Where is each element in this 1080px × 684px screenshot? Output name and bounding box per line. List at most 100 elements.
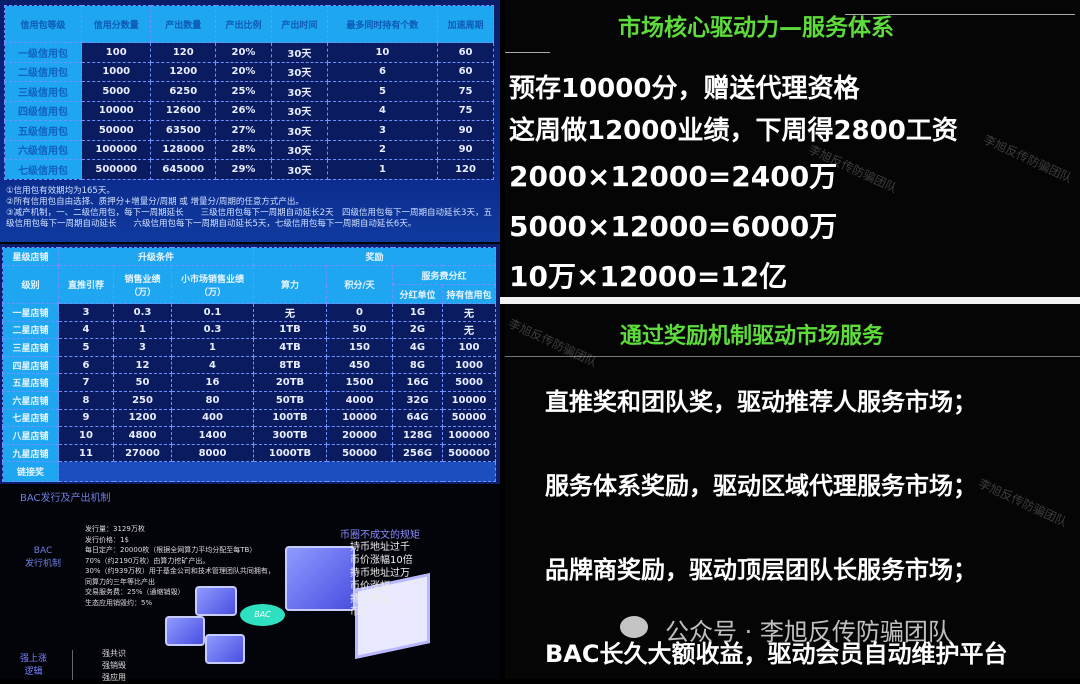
text-line: 服务体系奖励，驱动区域代理服务市场； — [545, 472, 977, 500]
table-cell: 30天 — [270, 100, 328, 121]
rule-line: 持币地址过千 — [350, 542, 410, 553]
table-cell: 0.3 — [171, 320, 254, 340]
slide-title: BAC发行及产出机制 — [20, 493, 111, 504]
table-cell: 300TB — [253, 426, 327, 445]
issuance-line: 发行量：3129万枚 — [85, 525, 145, 533]
table-cell: 50 — [113, 373, 172, 392]
row-label: 八星店铺 — [2, 426, 59, 445]
row-label: 六级信用包 — [4, 139, 82, 160]
node-cube-icon — [165, 616, 205, 646]
slide-title: 通过奖励机制驱动市场服务 — [620, 324, 885, 349]
column-header: 最多同时持有个数 — [326, 5, 439, 43]
table-row: 四星店铺 6 12 4 8TB 450 8G 1000 — [2, 355, 496, 375]
table-row: 四级信用包 10000 12600 26% 30天 4 75 — [4, 100, 494, 121]
table-cell: 60 — [437, 42, 494, 63]
table-cell: 27% — [215, 120, 272, 141]
table-cell: 0 — [326, 303, 393, 322]
logic-item: 强共识 — [102, 649, 126, 658]
node-cube-icon — [195, 586, 237, 616]
table-cell: 4G — [392, 338, 443, 357]
table-cell: 100 — [442, 338, 496, 357]
table-cell: 645000 — [150, 159, 217, 180]
table-cell: 无 — [442, 303, 496, 322]
bac-issuance-slide: BAC发行及产出机制 BAC 发行机制 发行量：3129万枚 发行价格：1$ 每日定… — [0, 486, 500, 682]
rule-line: 币价涨幅10倍 — [350, 555, 413, 566]
note: ②所有信用包自由选择、质押分+增量分/周期 或 增量分/周期的任意方式产出。 — [6, 197, 304, 207]
issuance-line: 70%（约2190万枚）由算力挖矿产出。 — [85, 556, 210, 565]
text-line: BAC长久大额收益，驱动会员自动维护平台 — [545, 640, 1008, 668]
table-cell: 400 — [171, 408, 254, 428]
table-cell: 20% — [215, 61, 272, 82]
table-cell: 60 — [437, 61, 494, 82]
table-cell: 50000 — [326, 443, 393, 463]
table-cell: 29% — [215, 159, 272, 180]
table-cell: 32G — [392, 390, 443, 410]
row-label: 五级信用包 — [4, 120, 82, 141]
footer-label: 链接奖 — [2, 461, 59, 483]
credit-notes: ①信用包有效期均为165天。 ②所有信用包自由选择、质押分+增量分/周期 或 增… — [6, 186, 496, 230]
table-cell: 8TB — [253, 355, 327, 375]
table-row: 五级信用包 50000 63500 27% 30天 3 90 — [4, 120, 494, 141]
table-cell: 500000 — [80, 159, 152, 180]
reward-mechanism-slide: 通过奖励机制驱动市场服务 直推奖和团队奖，驱动推荐人服务市场； 服务体系奖励，驱… — [505, 304, 1080, 679]
table-cell: 5000 — [442, 373, 496, 392]
divider — [500, 297, 1080, 304]
table-cell: 6 — [58, 355, 114, 375]
table-cell: 50 — [326, 320, 393, 340]
table-cell: 100000 — [442, 426, 496, 445]
table-cell: 1000TB — [253, 443, 327, 463]
table-cell: 10000 — [80, 100, 152, 121]
table-cell: 75 — [437, 81, 494, 102]
table-row: 六级信用包 100000 128000 28% 30天 2 90 — [4, 139, 494, 160]
table-cell: 10 — [326, 42, 439, 63]
row-label: 六星店铺 — [2, 390, 59, 410]
table-cell: 7 — [58, 373, 114, 392]
slide-title: 市场核心驱动力—服务体系 — [618, 15, 894, 41]
table-cell: 150 — [326, 338, 393, 357]
table-cell: 8 — [58, 390, 114, 410]
table-cell: 5000 — [80, 81, 152, 102]
table-cell: 1500 — [326, 373, 393, 392]
rule-line: 持币地址 — [350, 594, 390, 605]
table-cell: 8000 — [171, 443, 254, 463]
table-cell: 5 — [58, 338, 114, 357]
table-cell: 90 — [437, 120, 494, 141]
table-cell: 128G — [392, 426, 443, 445]
issuance-line: 发行价格：1$ — [85, 535, 129, 544]
table-cell: 100000 — [80, 139, 152, 160]
table-cell: 1400 — [171, 426, 254, 445]
note: ③减产机制，一、二级信用包，每下一周期延长 三级信用包每下一周期自动延长2天 四… — [6, 208, 492, 229]
table-cell: 100TB — [253, 408, 327, 428]
table-cell: 5 — [326, 81, 439, 102]
table-cell: 128000 — [150, 139, 217, 160]
rules-title: 币圈不成文的规矩 — [340, 530, 420, 541]
column-header: 加速周期 — [437, 5, 494, 43]
table-row: 一级信用包 100 120 20% 30天 10 60 — [4, 42, 494, 63]
table-cell: 4000 — [326, 390, 393, 410]
table-row: 一星店铺 3 0.3 0.1 无 0 1G 无 — [2, 303, 496, 322]
table-cell: 9 — [58, 408, 114, 428]
table-cell: 20000 — [326, 426, 393, 445]
table-cell: 1200 — [113, 408, 172, 428]
table-cell: 4800 — [113, 426, 172, 445]
row-label: 一级信用包 — [4, 42, 82, 63]
table-row: 三星店铺 5 3 1 4TB 150 4G 100 — [2, 338, 496, 357]
table-row: 六星店铺 8 250 80 50TB 4000 32G 10000 — [2, 390, 496, 410]
table-cell: 30天 — [270, 159, 328, 180]
table-row: 二级信用包 1000 1200 20% 30天 6 60 — [4, 61, 494, 82]
header: 算力 — [253, 265, 327, 304]
table-cell: 4 — [58, 320, 114, 340]
text-line: 品牌商奖励，驱动顶层团队长服务市场； — [545, 556, 977, 584]
table-cell: 2G — [392, 320, 443, 340]
table-cell: 4 — [171, 355, 254, 375]
column-header: 信用分数量 — [80, 5, 152, 43]
table-row: 八星店铺 10 4800 1400 300TB 20000 128G 100000 — [2, 426, 496, 445]
table-cell: 250 — [113, 390, 172, 410]
issuance-line: 同算力的三年等比产出 — [85, 577, 155, 586]
table-cell: 30天 — [270, 42, 328, 63]
rule-line: 币价涨幅 — [350, 581, 390, 592]
rules-list: 持币地址过千 币价涨幅10倍 持币地址过万 币价涨幅 持币地址 币价 一万 — [350, 541, 413, 619]
watermark: 李旭反传防骗团队 — [976, 476, 1070, 530]
table-cell: 3 — [58, 303, 114, 322]
row-label: 一星店铺 — [2, 303, 59, 322]
